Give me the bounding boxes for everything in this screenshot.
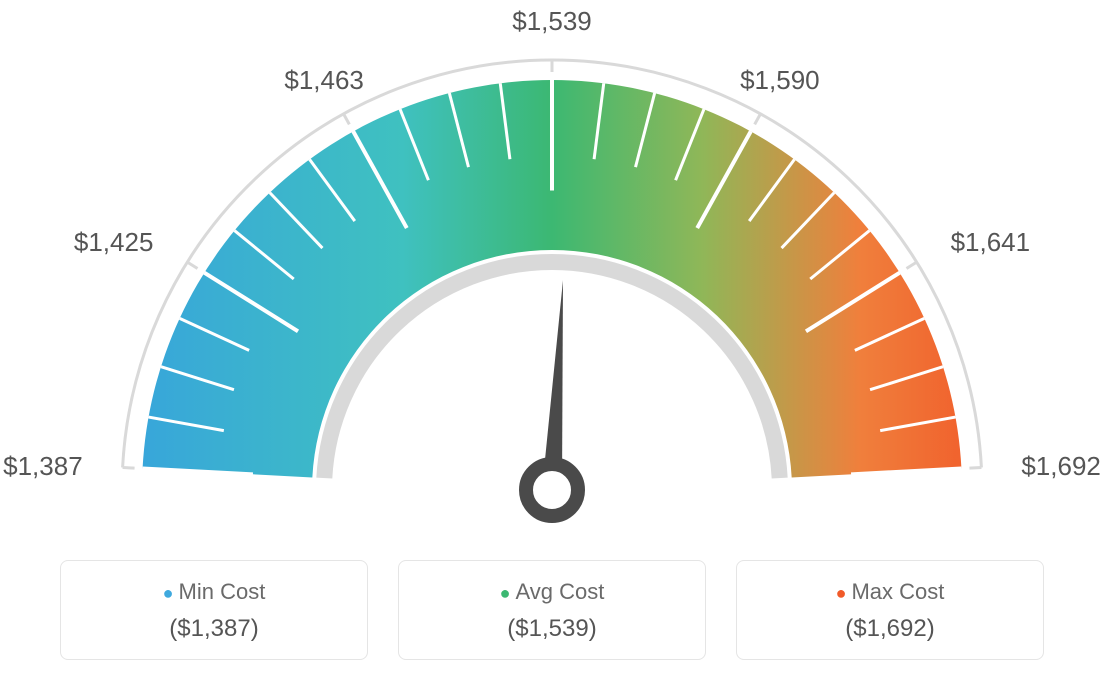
chart-container: $1,387 $1,425 $1,463 $1,539 $1,590 $1,641 $1,6…: [0, 0, 1104, 690]
legend-avg-box: Avg Cost ($1,539): [398, 560, 706, 660]
gauge-tick-label: $1,692: [1021, 451, 1101, 482]
legend-max-box: Max Cost ($1,692): [736, 560, 1044, 660]
gauge-tick-label: $1,641: [951, 227, 1031, 258]
gauge-tick-label: $1,425: [63, 227, 153, 258]
gauge-outer-tick: [755, 114, 761, 124]
legend-min-value: ($1,387): [71, 615, 357, 643]
gauge-hub: [526, 464, 578, 516]
gauge-tick-label: $1,463: [279, 65, 369, 96]
legend-min-label: Min Cost: [71, 579, 357, 605]
legend-min-box: Min Cost ($1,387): [60, 560, 368, 660]
gauge-outer-tick: [344, 114, 350, 124]
gauge-tick-label: $1,387: [0, 451, 83, 482]
gauge-outer-tick: [906, 262, 916, 268]
gauge-svg: [52, 40, 1052, 600]
gauge-outer-tick: [123, 467, 135, 468]
gauge: $1,387 $1,425 $1,463 $1,539 $1,590 $1,641 $1,6…: [0, 0, 1104, 560]
gauge-outer-tick: [969, 467, 981, 468]
legend-avg-label: Avg Cost: [409, 579, 695, 605]
gauge-tick-label: $1,590: [735, 65, 825, 96]
legend-max-label: Max Cost: [747, 579, 1033, 605]
gauge-tick-label: $1,539: [507, 6, 597, 37]
legend-max-value: ($1,692): [747, 615, 1033, 643]
legend: Min Cost ($1,387) Avg Cost ($1,539) Max …: [60, 560, 1044, 660]
gauge-outer-tick: [187, 262, 197, 268]
legend-avg-value: ($1,539): [409, 615, 695, 643]
